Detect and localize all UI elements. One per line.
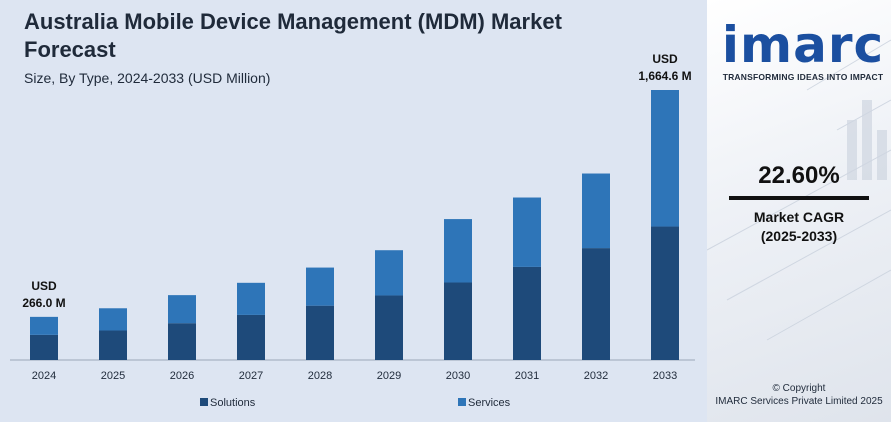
cagr-label: Market CAGR bbox=[753, 209, 845, 225]
x-tick-label-2032: 2032 bbox=[584, 370, 608, 382]
data-label-2033-0: USD bbox=[652, 52, 678, 66]
x-tick-label-2033: 2033 bbox=[653, 370, 677, 382]
legend-label-services: Services bbox=[468, 397, 511, 409]
copyright-line-1: © Copyright bbox=[772, 383, 826, 394]
x-tick-label-2025: 2025 bbox=[101, 370, 125, 382]
chart-title: Australia Mobile Device Management (MDM)… bbox=[24, 9, 562, 62]
cagr-divider bbox=[729, 196, 869, 200]
bar-services-2025 bbox=[99, 308, 127, 331]
bar-solutions-2026 bbox=[168, 323, 196, 360]
data-label-2024-1: 266.0 M bbox=[22, 296, 65, 310]
bar-solutions-2031 bbox=[513, 266, 541, 360]
bar-services-2033 bbox=[651, 90, 679, 227]
bar-services-2028 bbox=[306, 267, 334, 306]
side-panel: imarc TRANSFORMING IDEAS INTO IMPACT 22.… bbox=[707, 0, 891, 422]
bar-solutions-2027 bbox=[237, 314, 265, 360]
bar-services-2029 bbox=[375, 250, 403, 296]
bar-solutions-2028 bbox=[306, 305, 334, 360]
bar-services-2031 bbox=[513, 197, 541, 267]
x-tick-label-2027: 2027 bbox=[239, 370, 263, 382]
cagr-block: 22.60% Market CAGR (2025-2033) bbox=[707, 162, 891, 246]
bar-services-2032 bbox=[582, 173, 610, 249]
bar-solutions-2029 bbox=[375, 295, 403, 360]
x-tick-label-2030: 2030 bbox=[446, 370, 470, 382]
bar-services-2026 bbox=[168, 295, 196, 324]
bar-solutions-2025 bbox=[99, 330, 127, 360]
chart-subtitle: Size, By Type, 2024-2033 (USD Million) bbox=[24, 70, 271, 86]
x-tick-label-2028: 2028 bbox=[308, 370, 332, 382]
bar-solutions-2024 bbox=[30, 334, 58, 360]
bar-solutions-2033 bbox=[651, 226, 679, 360]
x-tick-label-2024: 2024 bbox=[32, 370, 56, 382]
data-label-2033-1: 1,664.6 M bbox=[638, 69, 691, 83]
x-tick-label-2029: 2029 bbox=[377, 370, 401, 382]
copyright: © Copyright IMARC Services Private Limit… bbox=[707, 382, 891, 408]
bar-solutions-2032 bbox=[582, 248, 610, 360]
cagr-value: 22.60% bbox=[758, 162, 840, 189]
bar-services-2024 bbox=[30, 316, 58, 335]
bar-solutions-2030 bbox=[444, 282, 472, 360]
bar-services-2030 bbox=[444, 219, 472, 283]
background-pattern-icon bbox=[707, 39, 891, 341]
chart-area: Australia Mobile Device Management (MDM)… bbox=[10, 9, 695, 409]
x-tick-label-2031: 2031 bbox=[515, 370, 539, 382]
legend-swatch-solutions bbox=[200, 398, 208, 406]
stacked-bar-chart: 2024 2025 2026 2027 2028 2029 2030 2031 2032 2033… bbox=[10, 52, 695, 409]
data-label-2024-0: USD bbox=[31, 279, 57, 293]
cagr-period: (2025-2033) bbox=[760, 228, 838, 244]
legend-label-solutions: Solutions bbox=[210, 397, 256, 409]
legend-swatch-services bbox=[458, 398, 466, 406]
bar-services-2027 bbox=[237, 282, 265, 315]
imarc-logo: imarc TRANSFORMING IDEAS INTO IMPACT bbox=[715, 16, 891, 82]
logo-tagline: TRANSFORMING IDEAS INTO IMPACT bbox=[722, 72, 884, 82]
logo-wordmark: imarc bbox=[721, 16, 885, 74]
x-tick-label-2026: 2026 bbox=[170, 370, 194, 382]
copyright-line-2: IMARC Services Private Limited 2025 bbox=[715, 396, 883, 407]
